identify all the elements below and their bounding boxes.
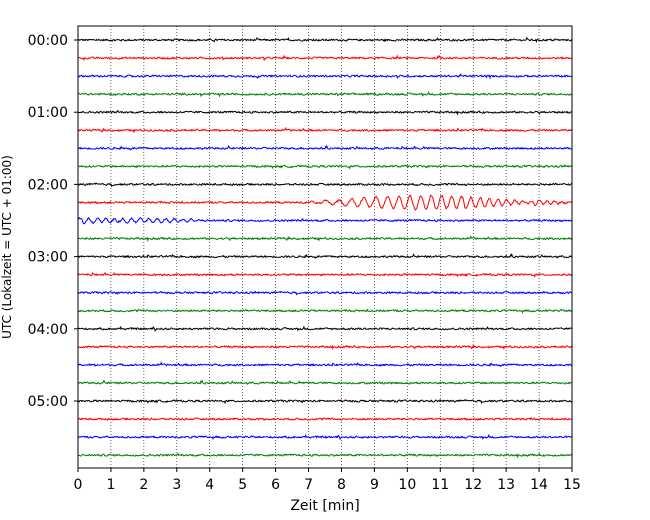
y-tick-label: 00:00 — [28, 33, 68, 49]
trace-line — [77, 252, 573, 259]
trace-line — [77, 379, 573, 386]
trace-line — [77, 271, 573, 278]
x-tick-label: 15 — [563, 477, 581, 493]
trace-line — [77, 73, 573, 80]
trace-line — [77, 216, 573, 225]
trace-line — [77, 126, 573, 134]
trace-line — [77, 290, 573, 296]
seismic-traces — [77, 36, 573, 459]
x-tick-label: 11 — [431, 477, 449, 493]
x-axis-label: Zeit [min] — [290, 498, 359, 514]
x-tick-label: 12 — [464, 477, 482, 493]
plot-frame — [77, 25, 573, 469]
x-tick-label: 3 — [172, 477, 181, 493]
trace-line — [77, 90, 573, 98]
trace-line — [77, 433, 573, 441]
x-axis-ticks: 0 1 2 3 4 5 6 7 8 9 10 11 12 13 14 15 — [74, 468, 581, 493]
trace-line — [77, 416, 573, 421]
x-tick-label: 7 — [304, 477, 313, 493]
x-tick-label: 10 — [398, 477, 416, 493]
trace-line — [77, 344, 573, 351]
trace-line — [77, 308, 573, 314]
trace-line — [77, 182, 573, 188]
y-tick-label: 04:00 — [28, 322, 68, 338]
trace-line — [77, 398, 573, 405]
trace-line — [77, 452, 573, 459]
y-tick-label: 05:00 — [28, 394, 68, 410]
y-axis-label: UTC (Lokalzeit = UTC + 01:00) — [0, 155, 14, 339]
x-tick-label: 4 — [205, 477, 214, 493]
trace-line — [77, 361, 573, 368]
trace-line — [77, 54, 573, 62]
y-tick-label: 01:00 — [28, 105, 68, 121]
x-tick-label: 0 — [74, 477, 83, 493]
trace-line — [77, 234, 573, 243]
trace-line — [77, 36, 573, 44]
y-tick-label: 03:00 — [28, 250, 68, 266]
x-tick-label: 5 — [238, 477, 247, 493]
x-tick-label: 9 — [370, 477, 379, 493]
x-tick-label: 13 — [497, 477, 515, 493]
x-tick-label: 1 — [106, 477, 115, 493]
y-axis-ticks: 00:00 01:00 02:00 03:00 04:00 05:00 — [28, 33, 78, 410]
x-tick-label: 8 — [337, 477, 346, 493]
trace-line — [77, 109, 573, 116]
trace-line — [77, 163, 573, 170]
plot-area — [78, 26, 572, 468]
x-tick-label: 14 — [530, 477, 548, 493]
trace-line — [77, 194, 573, 211]
x-tick-label: 2 — [139, 477, 148, 493]
x-tick-label: 6 — [271, 477, 280, 493]
trace-line — [77, 325, 573, 332]
y-tick-label: 02:00 — [28, 177, 68, 193]
trace-line — [77, 144, 573, 151]
